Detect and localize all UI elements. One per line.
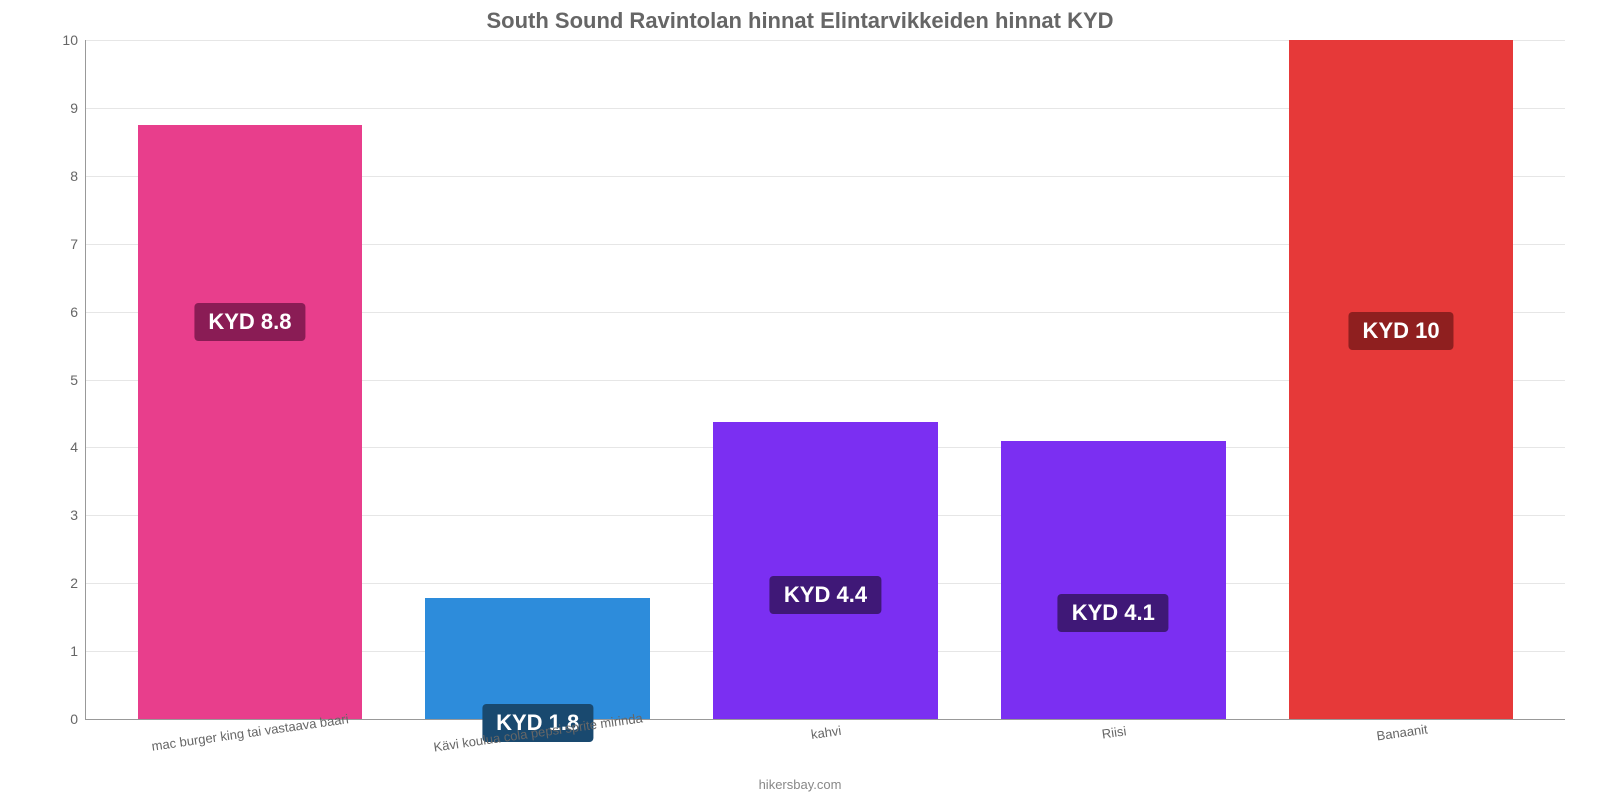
bar-slot: KYD 10 — [1257, 40, 1545, 719]
attribution: hikersbay.com — [759, 777, 842, 792]
y-tick-label: 0 — [70, 711, 78, 727]
y-tick-label: 8 — [70, 168, 78, 184]
bar-value-label: KYD 8.8 — [194, 303, 305, 341]
y-tick-label: 1 — [70, 643, 78, 659]
y-tick-label: 3 — [70, 507, 78, 523]
chart-area: 012345678910 KYD 8.8KYD 1.8KYD 4.4KYD 4.… — [85, 40, 1565, 720]
bars-wrap: KYD 8.8 KYD 1.8 KYD 4.4 KYD 4.1 KYD 10 — [86, 40, 1565, 719]
bar: KYD 8.8 — [138, 125, 362, 719]
chart-title: South Sound Ravintolan hinnat Elintarvik… — [0, 0, 1600, 34]
plot-area: 012345678910 KYD 8.8KYD 1.8KYD 4.4KYD 4.… — [85, 40, 1565, 720]
y-tick-label: 7 — [70, 236, 78, 252]
y-tick-label: 10 — [62, 32, 78, 48]
x-axis-labels: mac burger king tai vastaava baariKävi k… — [85, 725, 1565, 740]
y-tick-label: 6 — [70, 304, 78, 320]
bar: KYD 10 — [1289, 40, 1513, 719]
bar-slot: KYD 4.1 — [969, 40, 1257, 719]
bar-value-label: KYD 4.1 — [1058, 594, 1169, 632]
y-tick-label: 9 — [70, 100, 78, 116]
bar-slot: KYD 4.4 — [682, 40, 970, 719]
bar-slot: KYD 8.8 — [106, 40, 394, 719]
bar-value-label: KYD 10 — [1349, 312, 1454, 350]
y-tick-label: 4 — [70, 439, 78, 455]
bar-value-label: KYD 4.4 — [770, 576, 881, 614]
bar: KYD 1.8 — [425, 598, 649, 719]
y-tick-label: 5 — [70, 372, 78, 388]
y-tick-label: 2 — [70, 575, 78, 591]
bar: KYD 4.1 — [1001, 441, 1225, 719]
bar-slot: KYD 1.8 — [394, 40, 682, 719]
bar: KYD 4.4 — [713, 422, 937, 719]
